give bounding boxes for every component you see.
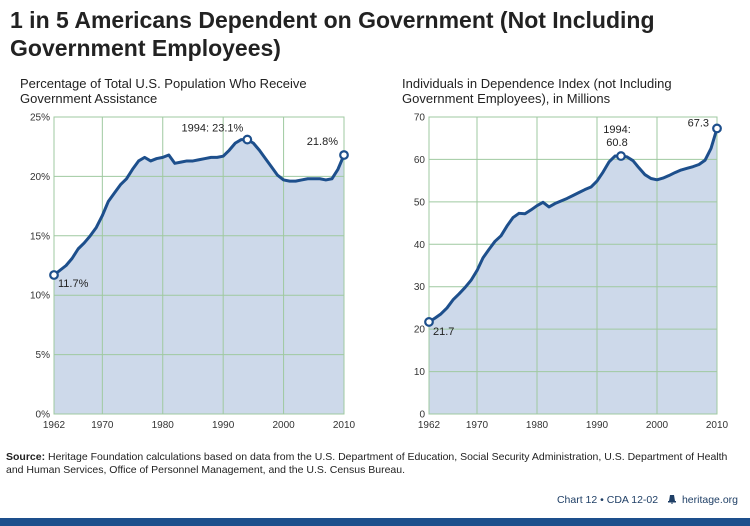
right-data-point: [712, 123, 722, 134]
left-area-fill: [54, 139, 344, 414]
right-x-tick-label: 1990: [586, 420, 609, 431]
left-y-tick-label: 20%: [30, 172, 50, 183]
right-y-tick-label: 40: [414, 240, 426, 251]
right-data-label: 1994: 60.8: [603, 124, 631, 149]
left-x-tick-label: 2000: [272, 420, 295, 431]
left-data-point: [339, 150, 349, 160]
left-y-tick-label: 10%: [30, 291, 50, 302]
page-title: 1 in 5 Americans Dependent on Government…: [10, 7, 655, 61]
source-note: Source: Heritage Foundation calculations…: [6, 451, 742, 477]
right-y-tick-label: 70: [414, 113, 426, 124]
source-text: Heritage Foundation calculations based o…: [6, 451, 728, 476]
left-data-label: 21.8%: [307, 136, 338, 148]
left-data-point: [49, 270, 59, 280]
millions-chart: 0 10 20 30 40 50 60 70 1962 1970 1980 1990 2000 2010 2…: [414, 113, 729, 432]
left-x-tick-label: 2010: [333, 420, 356, 431]
left-chart-title: Percentage of Total U.S. Population Who …: [20, 76, 307, 106]
left-x-tick-label: 1980: [152, 420, 175, 431]
left-data-label: 11.7%: [58, 278, 89, 290]
footer-credit: Chart 12 • CDA 12-02 heritage.org: [557, 494, 738, 506]
right-data-label: 21.7: [433, 326, 454, 338]
right-x-tick-label: 1980: [526, 420, 549, 431]
right-chart-title: Individuals in Dependence Index (not Inc…: [402, 76, 672, 106]
right-data-label: 67.3: [688, 117, 709, 129]
liberty-bell-icon: [668, 495, 677, 504]
site-link[interactable]: heritage.org: [681, 494, 738, 506]
left-x-tick-label: 1970: [91, 420, 114, 431]
left-y-tick-label: 0%: [36, 410, 51, 421]
left-y-tick-label: 25%: [30, 113, 50, 124]
left-y-tick-label: 15%: [30, 231, 50, 242]
right-y-tick-label: 60: [414, 155, 426, 166]
right-x-tick-label: 1970: [466, 420, 489, 431]
right-x-tick-label: 1962: [418, 420, 441, 431]
right-y-tick-label: 30: [414, 282, 426, 293]
right-data-point: [616, 151, 626, 161]
left-frame: [53, 116, 345, 415]
right-data-point: [424, 317, 434, 327]
left-y-tick-label: 5%: [36, 350, 51, 361]
right-y-tick-label: 10: [414, 367, 426, 378]
left-x-tick-label: 1962: [43, 420, 66, 431]
left-data-label: 1994: 23.1%: [182, 123, 244, 135]
percentage-chart: 0% 5% 10% 15% 20% 25% 1962 1970 1980 1990 2000 2010…: [30, 113, 356, 432]
right-y-tick-label: 50: [414, 197, 426, 208]
right-x-tick-label: 2000: [646, 420, 669, 431]
chart-id: Chart 12 • CDA 12-02: [556, 494, 659, 506]
bottom-bar: [0, 518, 750, 526]
right-area-fill: [429, 128, 717, 414]
left-x-tick-label: 1990: [212, 420, 235, 431]
right-frame: [428, 116, 718, 415]
right-y-tick-label: 0: [419, 410, 425, 421]
right-series-line: [428, 128, 719, 324]
right-y-tick-label: 20: [414, 325, 426, 336]
right-x-tick-label: 2010: [706, 420, 729, 431]
source-label: Source:: [6, 451, 46, 463]
left-series-line: [53, 138, 346, 277]
left-data-point: [242, 134, 253, 145]
